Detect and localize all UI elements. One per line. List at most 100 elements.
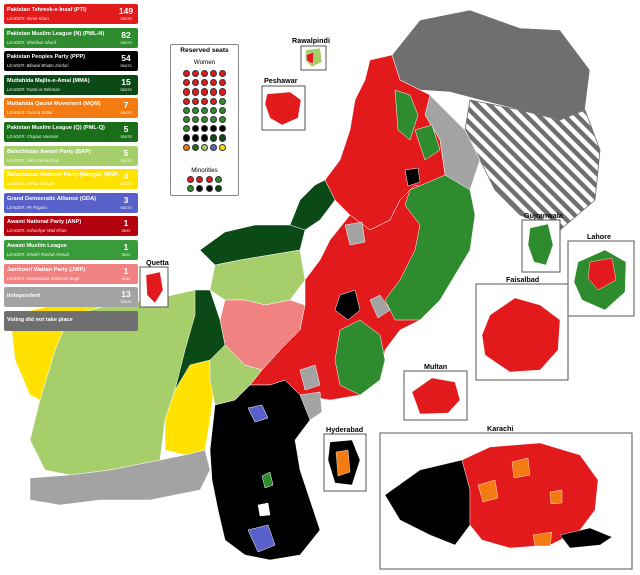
city-label-lahore: Lahore <box>587 232 611 241</box>
seat-dot <box>200 70 209 78</box>
legend-item: Awami National Party (ANP) LEADER: Asfand… <box>4 216 138 237</box>
legend-party-seats: 3 <box>123 194 129 205</box>
city-label-multan: Multan <box>424 362 448 371</box>
region-punjab-east-pmln <box>384 174 476 321</box>
seat-dot <box>182 79 190 87</box>
seat-dot <box>187 176 195 184</box>
legend-party-seats: 1 <box>123 265 129 276</box>
legend-party-leader: LEADER: Shehbaz Sharif <box>7 39 56 45</box>
seat-dot <box>210 125 218 133</box>
region-kp-green <box>414 124 441 161</box>
legend-item: Balochistan National Party (Mengal) (BNP… <box>4 169 138 190</box>
legend-seats-unit: SEATS <box>120 64 132 69</box>
legend-party-name: Muttahida Majlis-e-Amal (MMA) <box>7 77 90 84</box>
seat-dot <box>182 134 190 142</box>
seat-dot <box>210 88 218 96</box>
region-sindh <box>209 379 321 561</box>
inset-karachi-red <box>461 442 599 549</box>
region-balochistan-mma-strip <box>174 289 226 391</box>
legend-party-leader: LEADER: Pir Pagaro <box>7 204 47 210</box>
seat-dot <box>210 116 218 124</box>
legend-seats-unit: SEATS <box>120 87 132 92</box>
legend-item: Jamhoori Wattan Party (JWP) LEADER: Nawab… <box>4 263 138 284</box>
legend-seats-unit: SEATS <box>120 300 132 305</box>
city-label-hyderabad: Hyderabad <box>326 425 364 434</box>
seat-dot <box>200 79 209 87</box>
seat-dot <box>182 116 190 124</box>
inset-lahore-red <box>587 257 617 291</box>
seat-dot <box>200 134 209 142</box>
reserved-seats-panel: Reserved seats Women Minorities <box>170 44 239 196</box>
seat-dot <box>210 106 218 114</box>
seat-dot <box>196 185 204 193</box>
seat-dot <box>205 176 213 184</box>
seat-dot <box>182 125 190 133</box>
women-label: Women <box>193 59 216 66</box>
legend-party-leader: LEADER: Jam Kamal Khan <box>7 157 60 163</box>
legend-party-leader: LEADER: Akhtar Mengal <box>7 181 55 187</box>
inset-karachi-mqm2 <box>511 457 531 479</box>
seat-dot <box>219 70 227 78</box>
region-punjab-grey3 <box>299 364 321 391</box>
seat-dot <box>219 79 227 87</box>
region-sindh-white <box>257 502 271 517</box>
inset-faisalbad-map <box>481 297 561 373</box>
seat-dot <box>200 88 209 96</box>
legend-item: Voting did not take place <box>4 310 138 331</box>
legend-party-leader: LEADER: Fazal-ur-Rehman <box>7 86 60 92</box>
region-balochistan-coast-grey <box>29 449 211 506</box>
legend-party-name: Voting did not take place <box>7 316 73 323</box>
legend-item: Muttahida Qaumi Movement (MQM) LEADER: Fa… <box>4 98 138 119</box>
seat-dot <box>200 116 209 124</box>
legend-party-seats: 1 <box>123 241 129 252</box>
seat-dot <box>210 134 218 142</box>
inset-rawalpindi-red <box>305 51 315 65</box>
inset-karachi-mqm4 <box>549 489 563 505</box>
city-label-rawalpindi: Rawalpindi <box>292 36 330 45</box>
legend-party-name: Jamhoori Wattan Party (JWP) <box>7 266 86 273</box>
legend-party-leader: LEADER: Chajaat Hussain <box>7 133 59 139</box>
inset-multan-map <box>411 377 461 415</box>
seat-dot <box>191 143 199 151</box>
legend-item: Pakistan Muslim League (N) (PML-N) LEADER… <box>4 27 138 48</box>
seat-dot <box>191 116 199 124</box>
region-fata-west <box>289 179 336 231</box>
seat-dot <box>182 143 190 151</box>
legend-seats-unit: SEATS <box>120 111 132 116</box>
seat-dot <box>182 97 190 105</box>
legend-party-name: Pakistan Muslim League (N) (PML-N) <box>7 30 105 37</box>
legend-seats-unit: SEAT <box>121 276 131 281</box>
legend-party-seats: 13 <box>121 289 131 300</box>
legend-item: Pakistan Muslim League (Q) (PML-Q) LEADER… <box>4 121 138 142</box>
seat-dot <box>219 97 227 105</box>
inset-karachi-east-black <box>559 527 613 549</box>
seat-dot <box>191 125 199 133</box>
legend-seats-unit: SEAT <box>121 229 131 234</box>
seat-dot <box>214 185 222 193</box>
seat-dot <box>210 79 218 87</box>
legend-party-name: Grand Democratic Alliance (GDA) <box>7 195 97 202</box>
legend-party-seats: 5 <box>123 123 129 134</box>
legend-item: Pakistan Peoples Party (PPP) LEADER: Bila… <box>4 51 138 72</box>
legend-party-name: Pakistan Muslim League (Q) (PML-Q) <box>7 124 105 131</box>
legend-party-name: Independent <box>7 293 41 300</box>
legend-seats-unit: SEATS <box>120 182 132 187</box>
legend: Pakistan Tehreek-e-Insaf (PTI) LEADER: Im… <box>4 4 138 334</box>
seat-dot <box>191 79 199 87</box>
legend-party-seats: 15 <box>121 76 131 87</box>
seat-dot <box>182 106 190 114</box>
region-punjab-ppp <box>334 289 361 321</box>
legend-party-leader: LEADER: Asfandyar Wali Khan <box>7 228 67 234</box>
seat-dot <box>182 88 190 96</box>
seat-dot <box>210 97 218 105</box>
region-kp-mma <box>394 89 419 141</box>
legend-item: Pakistan Tehreek-e-Insaf (PTI) LEADER: Im… <box>4 4 138 24</box>
legend-item: Grand Democratic Alliance (GDA) LEADER: P… <box>4 192 138 213</box>
legend-item: Balochistan Awami Party (BAP) LEADER: Jam… <box>4 145 138 166</box>
legend-party-name: Pakistan Tehreek-e-Insaf (PTI) <box>7 7 87 13</box>
seat-dot <box>191 97 199 105</box>
legend-party-leader: LEADER: Farooq Sattar <box>7 110 53 116</box>
seat-dot <box>191 134 199 142</box>
legend-party-seats: 54 <box>121 53 131 64</box>
